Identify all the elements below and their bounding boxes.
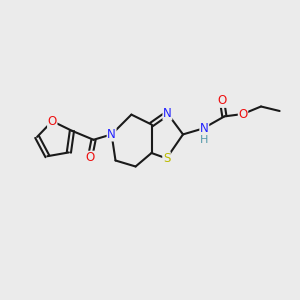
Text: S: S xyxy=(163,152,170,165)
Text: O: O xyxy=(218,94,226,107)
Text: O: O xyxy=(85,151,94,164)
Text: H: H xyxy=(200,135,208,145)
Text: N: N xyxy=(200,122,209,135)
Text: O: O xyxy=(48,115,57,128)
Text: O: O xyxy=(238,107,247,121)
Text: N: N xyxy=(163,107,172,120)
Text: N: N xyxy=(107,128,116,141)
